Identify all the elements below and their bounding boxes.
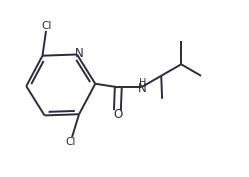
Text: Cl: Cl — [41, 21, 52, 31]
Text: O: O — [113, 108, 122, 121]
Text: N: N — [138, 82, 147, 95]
Text: H: H — [139, 78, 146, 88]
Text: Cl: Cl — [65, 137, 75, 147]
Text: N: N — [75, 47, 84, 60]
